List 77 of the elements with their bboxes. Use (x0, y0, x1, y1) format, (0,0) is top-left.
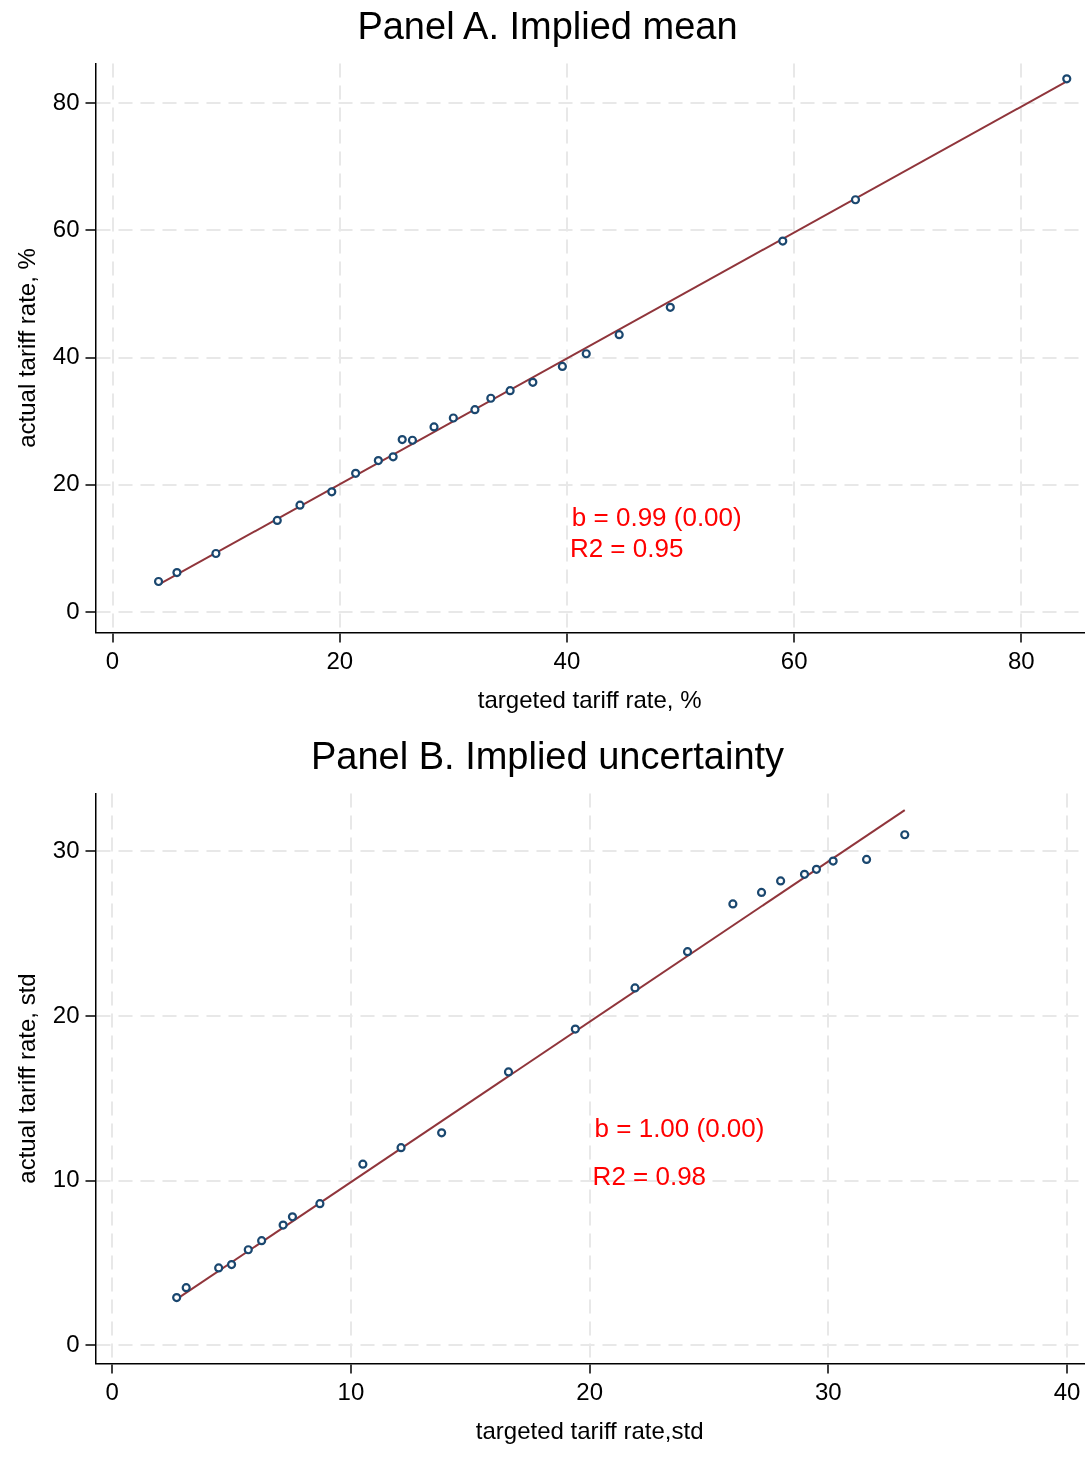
point (358, 1159, 368, 1169)
point (861, 854, 872, 865)
point (778, 236, 788, 246)
point (172, 567, 182, 578)
y-tick-label: 10 (52, 1165, 80, 1193)
x-tick-label: 40 (553, 647, 581, 675)
point (257, 1236, 267, 1246)
point (226, 1259, 237, 1270)
point (214, 1263, 224, 1273)
point (614, 330, 624, 340)
x-axis-title: targeted tariff rate, % (477, 686, 702, 714)
x-tick-label: 60 (780, 647, 808, 675)
y-tick-label: 40 (52, 342, 80, 370)
y-tick-label: 0 (66, 596, 80, 624)
point (811, 864, 822, 874)
point (850, 195, 861, 205)
point (900, 830, 910, 840)
point (503, 1067, 514, 1077)
point (327, 487, 337, 497)
x-tick-label: 10 (337, 1378, 365, 1406)
point (407, 435, 418, 445)
point (153, 576, 164, 587)
point (799, 869, 810, 879)
y-tick-label: 20 (52, 469, 80, 497)
x-axis-title: targeted tariff rate,std (475, 1417, 704, 1445)
x-tick-label: 20 (326, 647, 354, 675)
y-axis-title: actual tariff rate, std (13, 973, 41, 1184)
x-tick-label: 0 (105, 1378, 119, 1406)
point (388, 452, 398, 462)
point (682, 947, 693, 957)
point (448, 413, 458, 423)
point (665, 302, 675, 312)
point (373, 456, 383, 466)
annotation: R2 = 0.95 (569, 533, 684, 564)
y-tick-label: 80 (52, 87, 80, 115)
point (351, 468, 361, 478)
point (581, 349, 591, 359)
x-tick-label: 0 (105, 647, 120, 675)
point (172, 1292, 182, 1303)
point (528, 377, 538, 387)
point (272, 515, 282, 526)
point (505, 386, 515, 396)
point (429, 422, 439, 432)
x-tick-label: 30 (815, 1378, 842, 1406)
y-axis-title: actual tariff rate, % (13, 248, 41, 448)
x-tick-label: 80 (1007, 647, 1035, 675)
point (295, 500, 305, 510)
point (287, 1212, 298, 1222)
point (828, 856, 838, 866)
point (756, 887, 767, 898)
point (396, 1143, 406, 1153)
chart-title: Panel B. Implied uncertainty (310, 735, 785, 778)
y-tick-label: 20 (52, 1000, 80, 1028)
annotation: b = 0.99 (0.00) (571, 501, 742, 532)
annotation: R2 = 0.98 (592, 1161, 707, 1192)
y-tick-label: 0 (66, 1329, 80, 1357)
point (181, 1283, 191, 1293)
point (211, 548, 221, 559)
point (315, 1199, 325, 1209)
point (728, 899, 738, 909)
point (557, 361, 567, 372)
x-tick-label: 40 (1053, 1378, 1081, 1406)
x-tick-label: 20 (576, 1378, 603, 1406)
point (243, 1245, 253, 1255)
chart-title: Panel A. Implied mean (357, 5, 738, 48)
point (470, 405, 480, 415)
y-tick-label: 60 (52, 214, 80, 242)
point (397, 435, 407, 445)
point (570, 1024, 580, 1034)
annotation: b = 1.00 (0.00) (594, 1112, 765, 1143)
point (776, 876, 786, 886)
y-tick-label: 30 (52, 835, 80, 863)
point (278, 1220, 288, 1230)
point (486, 393, 496, 403)
point (630, 983, 640, 993)
point (437, 1128, 447, 1138)
point (1062, 74, 1072, 84)
